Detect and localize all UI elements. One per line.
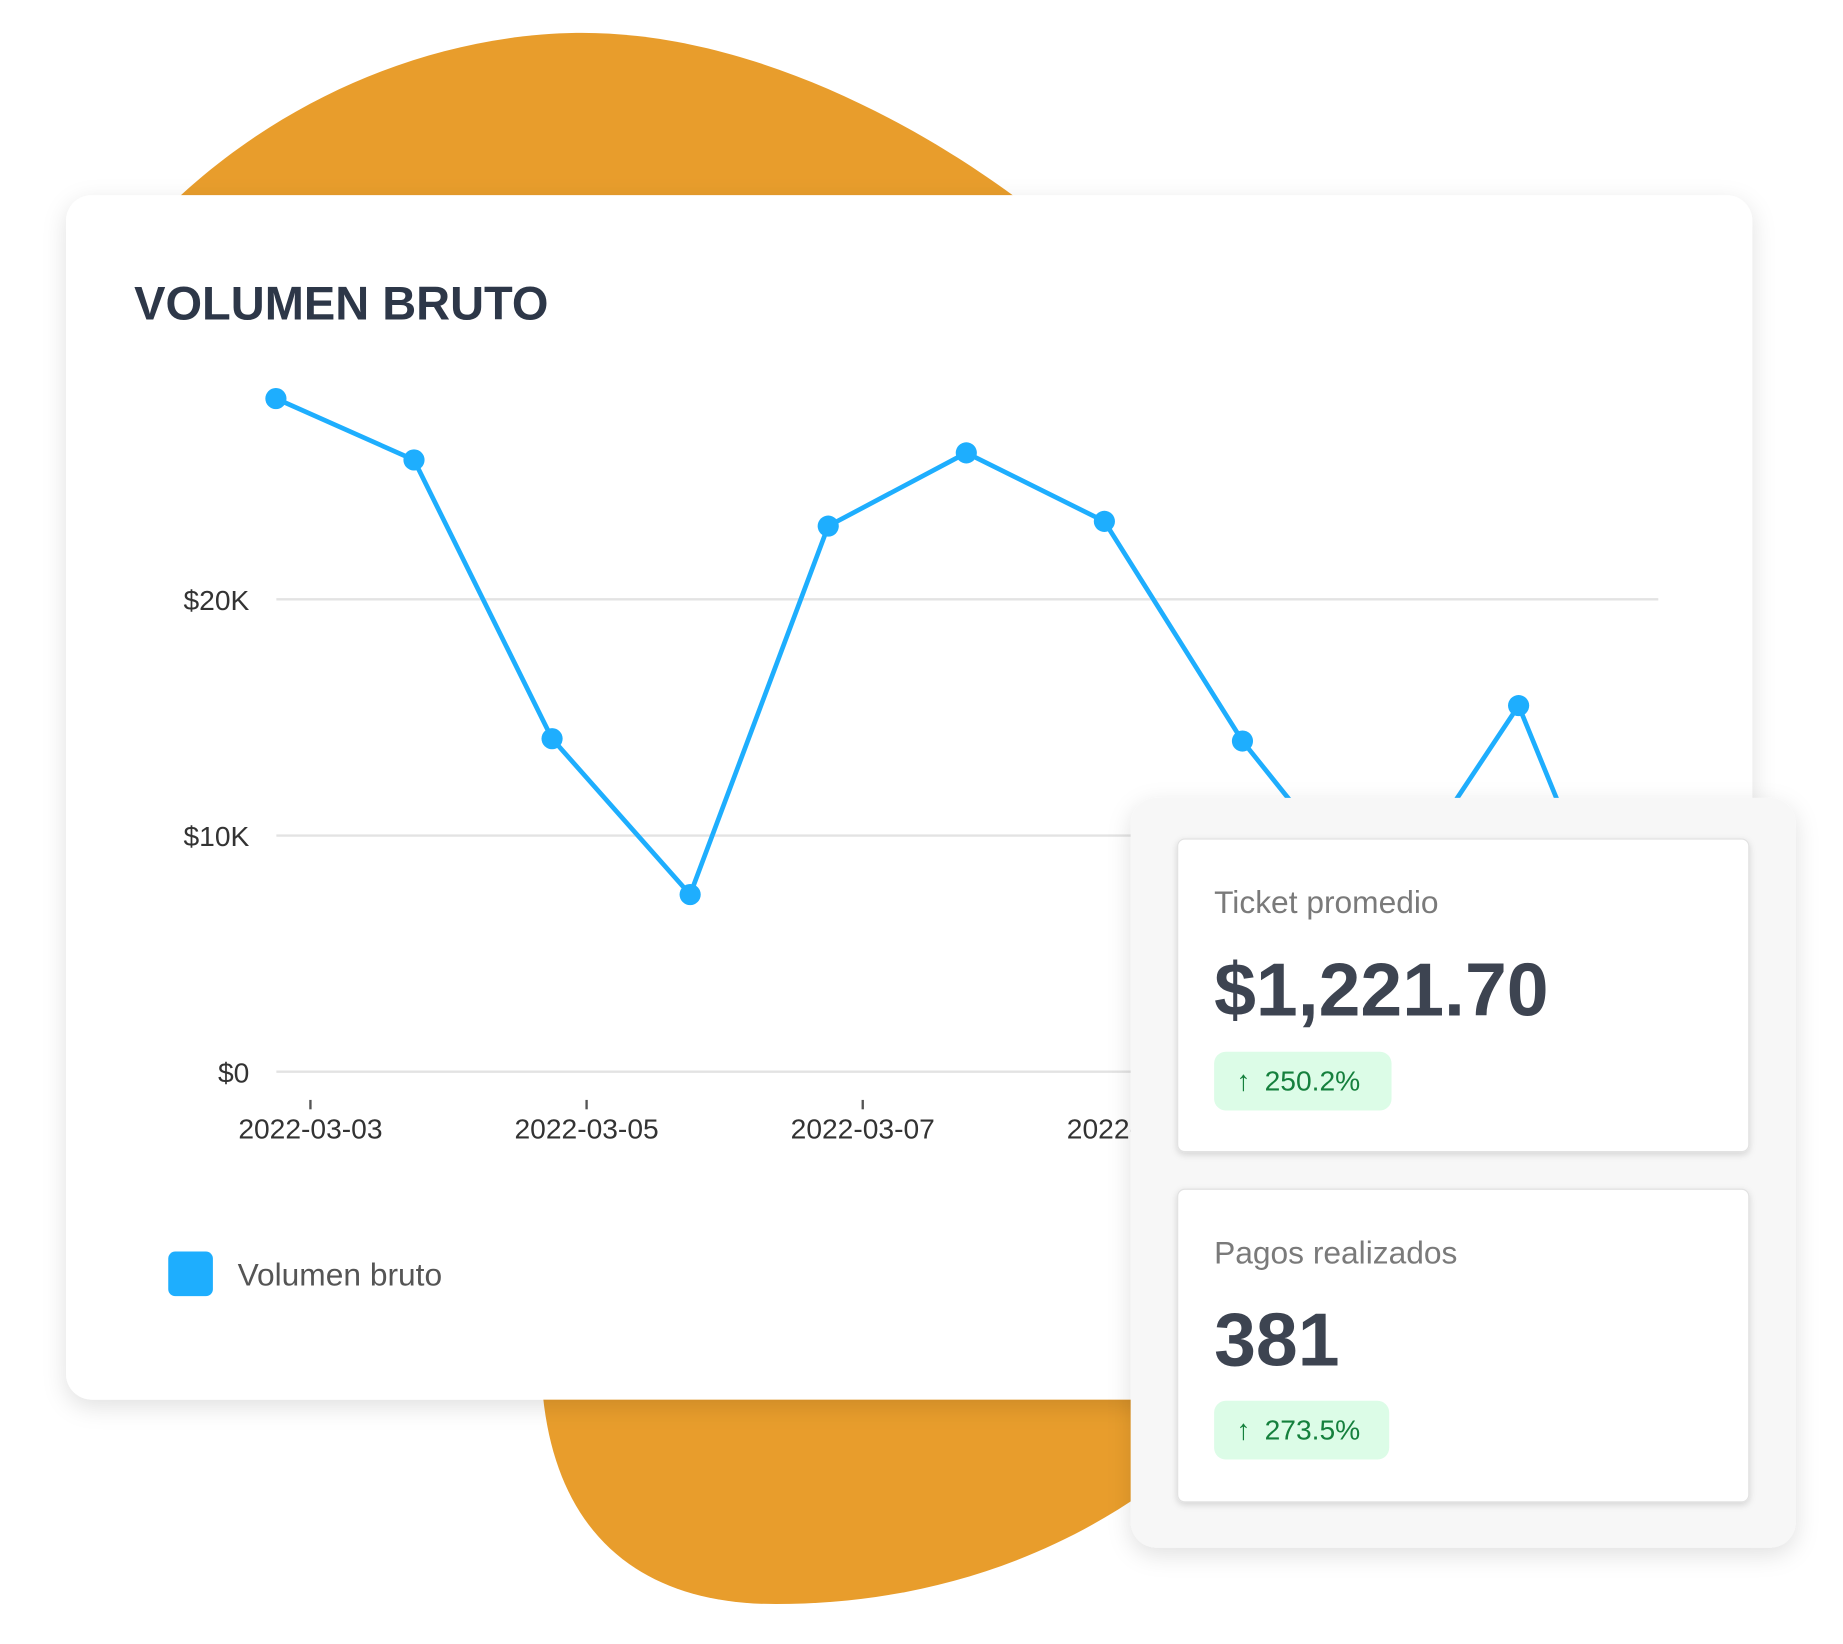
change-badge xyxy=(1214,1400,1390,1460)
decor-blob xyxy=(540,1351,1176,1605)
x-tick-label: 2022-03-05 xyxy=(514,1113,658,1145)
y-tick-label: $20K xyxy=(183,584,249,616)
data-point xyxy=(403,449,425,471)
y-tick-label: $10K xyxy=(183,820,249,852)
data-point xyxy=(1508,695,1530,717)
change-arrow: ↑ xyxy=(1236,1065,1250,1097)
y-tick-label: $0 xyxy=(218,1056,249,1088)
x-tick-label: 2022-03-07 xyxy=(791,1113,935,1145)
data-point xyxy=(955,442,977,464)
stat-label: Ticket promedio xyxy=(1214,884,1438,920)
legend-label: Volumen bruto xyxy=(238,1257,443,1293)
stat-value: $1,221.70 xyxy=(1214,947,1548,1031)
data-point xyxy=(679,883,701,906)
change-badge xyxy=(1214,1051,1392,1111)
change-arrow: ↑ xyxy=(1236,1414,1250,1446)
legend-swatch xyxy=(168,1251,213,1297)
stat-card: Pagos realizados 381 ↑ 273.5% xyxy=(1177,1188,1750,1503)
change-value: 273.5% xyxy=(1265,1414,1361,1446)
x-tick-label: 2022-03-03 xyxy=(238,1113,382,1145)
stat-value: 381 xyxy=(1214,1297,1339,1381)
change-value: 250.2% xyxy=(1265,1065,1361,1097)
stat-card: Ticket promedio $1,221.70 ↑ 250.2% xyxy=(1177,838,1750,1153)
data-point xyxy=(541,728,563,750)
data-point xyxy=(1093,510,1115,532)
chart-title: VOLUMEN BRUTO xyxy=(134,277,548,330)
data-point xyxy=(265,387,287,410)
stat-label: Pagos realizados xyxy=(1214,1234,1457,1270)
data-point xyxy=(1231,730,1254,752)
data-point xyxy=(817,515,839,537)
